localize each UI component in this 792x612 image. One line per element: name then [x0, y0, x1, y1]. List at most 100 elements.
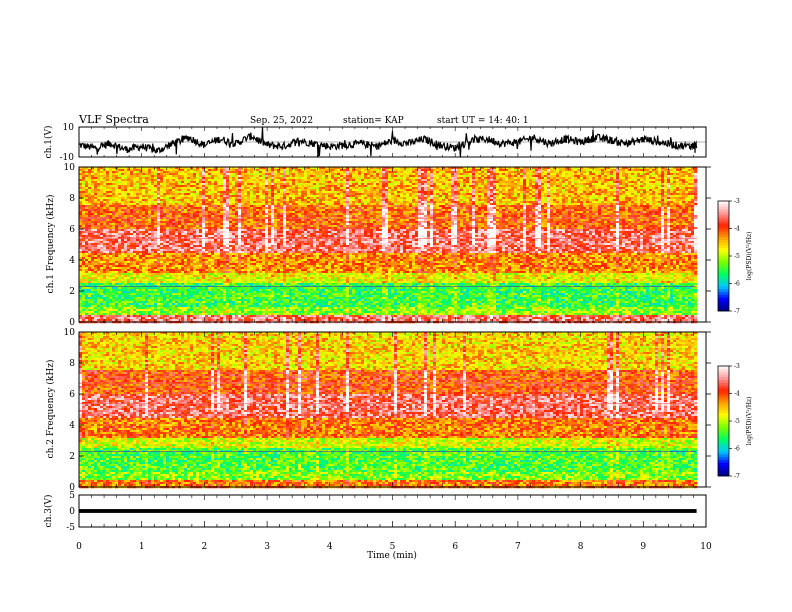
ch1-spectrogram-cell	[268, 265, 271, 267]
ch1-spectrogram-cell	[166, 251, 169, 253]
ch1-spectrogram-cell	[190, 213, 193, 215]
ch1-spectrogram-cell	[253, 295, 256, 297]
ch1-spectrogram-cell	[136, 247, 139, 249]
ch1-spectrogram-cell	[97, 309, 100, 311]
ch1-spectrogram-cell	[193, 207, 196, 209]
ch1-spectrogram-cell	[259, 201, 262, 203]
ch1-spectrogram-cell	[121, 279, 124, 281]
ch1-spectrogram-cell	[196, 253, 199, 255]
ch1-spectrogram-cell	[199, 257, 202, 259]
ch1-spectrogram-cell	[208, 221, 211, 223]
ch1-spectrogram-cell	[100, 309, 103, 311]
ch1-spectrogram-cell	[106, 213, 109, 215]
ch1-spectrogram-cell	[214, 197, 217, 199]
ch1-spectrogram-cell	[115, 235, 118, 237]
ch1-spectrogram-cell	[130, 277, 133, 279]
ch1-spectrogram-cell	[112, 295, 115, 297]
ch1-spectrogram-cell	[124, 203, 127, 205]
ch1-spectrogram-cell	[166, 313, 169, 315]
ch1-spectrogram-cell	[238, 277, 241, 279]
ch1-spectrogram-cell	[250, 291, 253, 293]
ch1-spectrogram-cell	[232, 191, 235, 193]
ch1-spectrogram-cell	[100, 273, 103, 275]
ch1-spectrogram-cell	[109, 215, 112, 217]
ch1-spectrogram-cell	[139, 185, 142, 187]
ch1-spectrogram-cell	[250, 295, 253, 297]
ch1-spectrogram-cell	[133, 253, 136, 255]
ch1-spectrogram-cell	[229, 187, 232, 189]
ch1-spectrogram-cell	[250, 205, 253, 207]
ch1-spectrogram-cell	[106, 225, 109, 227]
ch1-spectrogram-cell	[208, 265, 211, 267]
ch1-spectrogram-cell	[235, 235, 238, 237]
ch1-spectrogram-cell	[184, 215, 187, 217]
ch1-spectrogram-cell	[208, 179, 211, 181]
ch1-spectrogram-cell	[136, 271, 139, 273]
ch1-spectrogram-cell	[265, 255, 268, 257]
ch1-spectrogram-cell	[250, 245, 253, 247]
ch1-spectrogram-cell	[121, 293, 124, 295]
ch1-spectrogram-cell	[226, 205, 229, 207]
ch1-spectrogram-cell	[142, 179, 145, 181]
ch1-spectrogram-cell	[178, 197, 181, 199]
ch1-spectrogram-cell	[169, 263, 172, 265]
ch1-spectrogram-cell	[124, 193, 127, 195]
ch1-spectrogram-cell	[250, 263, 253, 265]
ch1-spectrogram-cell	[262, 319, 265, 321]
ch1-spectrogram-cell	[85, 295, 88, 297]
ch1-spectrogram-cell	[265, 219, 268, 221]
ch1-spectrogram-cell	[136, 233, 139, 235]
ch1-spectrogram-cell	[118, 247, 121, 249]
ch1-spectrogram-cell	[142, 261, 145, 263]
ch1-spectrogram-cell	[256, 263, 259, 265]
ch1-spectrogram-cell	[205, 219, 208, 221]
ch1-spectrogram-cell	[211, 303, 214, 305]
ch1-spectrogram-cell	[94, 191, 97, 193]
ch1-spectrogram-cell	[133, 207, 136, 209]
ch1-spectrogram-cell	[85, 189, 88, 191]
ch1-spectrogram-cell	[256, 309, 259, 311]
ch1-spectrogram-cell	[115, 253, 118, 255]
ch1-spectrogram-cell	[118, 211, 121, 213]
ch1-spectrogram-cell	[196, 297, 199, 299]
ch1-spectrogram-cell	[256, 235, 259, 237]
ch1-spectrogram-cell	[109, 261, 112, 263]
ch1-spectrogram-cell	[202, 221, 205, 223]
ch1-spectrogram-cell	[115, 195, 118, 197]
ch1-spectrogram-cell	[220, 251, 223, 253]
ch1-spectrogram-cell	[187, 233, 190, 235]
ch1-spectrogram-cell	[199, 307, 202, 309]
ch1-spectrogram-cell	[238, 271, 241, 273]
ch1-spectrogram-cell	[151, 223, 154, 225]
ch1-spectrogram-cell	[85, 187, 88, 189]
ch1-spectrogram-cell	[136, 201, 139, 203]
ch1-spectrogram-cell	[229, 299, 232, 301]
ch1-spectrogram-cell	[232, 169, 235, 171]
ch1-spectrogram-cell	[214, 207, 217, 209]
ch1-spectrogram-cell	[88, 239, 91, 241]
ch1-spectrogram-cell	[223, 271, 226, 273]
ch1-spectrogram-cell	[238, 297, 241, 299]
ch1-spectrogram-cell	[184, 245, 187, 247]
ch1-spectrogram-cell	[85, 309, 88, 311]
ch1-spectrogram-cell	[88, 171, 91, 173]
ch1-spectrogram-cell	[250, 169, 253, 171]
ch1-spectrogram-cell	[208, 213, 211, 215]
ch1-spectrogram-cell	[202, 297, 205, 299]
ch1-spectrogram-cell	[136, 305, 139, 307]
ch1-spectrogram-cell	[106, 299, 109, 301]
ch1-spectrogram-cell	[241, 291, 244, 293]
ch1-spectrogram-cell	[142, 201, 145, 203]
ch1-spectrogram-cell	[220, 197, 223, 199]
ch1-spectrogram-cell	[91, 223, 94, 225]
ch1-spectrogram-cell	[88, 219, 91, 221]
ch1-spectrogram-cell	[187, 307, 190, 309]
ch1-spectrogram-cell	[139, 277, 142, 279]
ch1-spectrogram-cell	[193, 309, 196, 311]
ch1-spectrogram-cell	[235, 249, 238, 251]
ch1-spectrogram-cell	[94, 267, 97, 269]
ch1-spectrogram-cell	[235, 289, 238, 291]
ch1-spectrogram-cell	[205, 313, 208, 315]
ch1-spectrogram-cell	[220, 273, 223, 275]
ch1-spectrogram-cell	[175, 301, 178, 303]
